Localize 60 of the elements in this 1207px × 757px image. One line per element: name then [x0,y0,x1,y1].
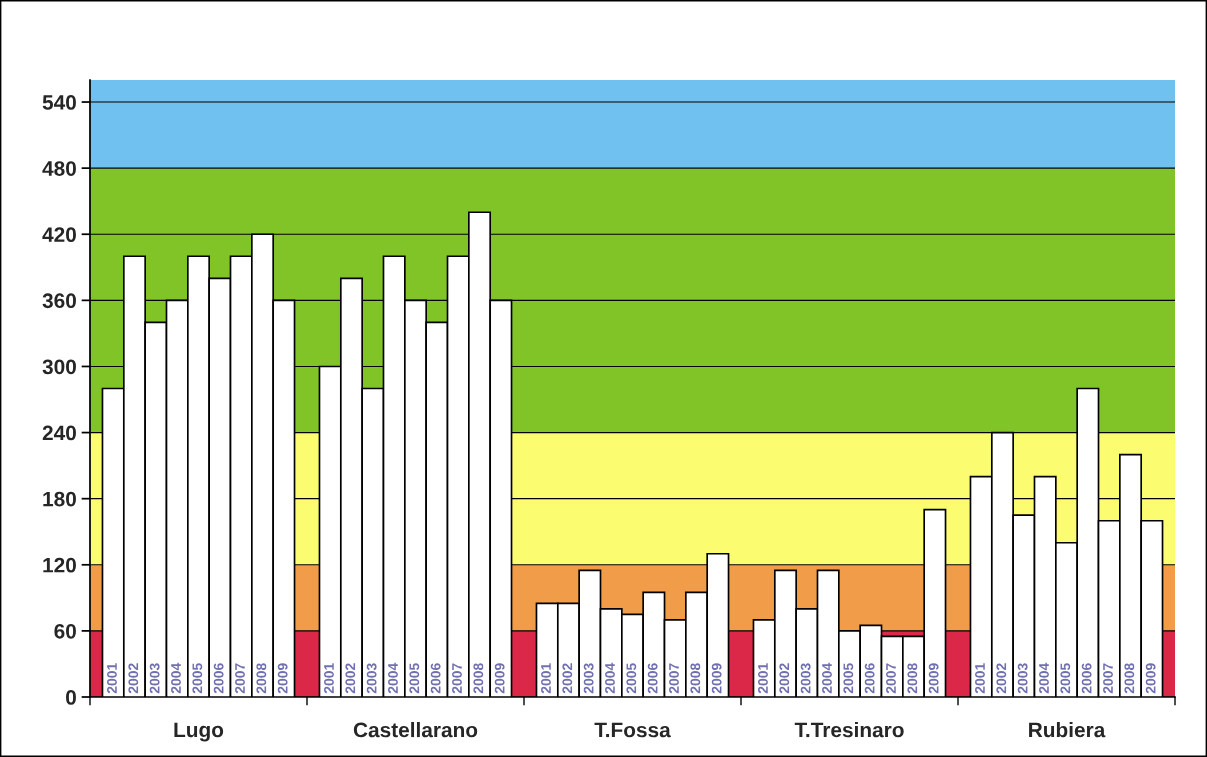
y-tick-label: 180 [43,491,76,507]
series-label: 2001 [107,663,117,694]
text: 2004 [822,662,832,694]
text: 2009 [711,663,722,694]
series-label: 2003 [149,663,160,694]
text: 2008 [473,663,484,694]
y-tick-label: 480 [42,161,76,176]
text: 2004 [388,662,398,694]
series-label: 2008 [256,663,267,694]
text: 2001 [541,663,551,694]
text: 2007 [452,663,462,694]
y-tick-label: 540 [42,95,76,110]
text: 2001 [758,663,768,694]
x-tick-label: T.Fossa [594,722,671,738]
y-tick-label: 120 [43,557,76,573]
text: 2002 [562,663,573,694]
text: 2002 [345,663,356,694]
y-tick-label: 420 [42,227,76,242]
series-label: 2006 [213,663,224,694]
text: 2003 [800,663,811,694]
y-tick-label: 0 [66,690,76,705]
text: 2005 [843,663,854,694]
text: 2008 [690,663,701,694]
text: 2006 [1081,663,1092,694]
x-tick-label: Castellarano [353,722,478,738]
text: 2003 [1017,663,1028,694]
text: 2005 [626,663,637,694]
text: 2009 [928,663,939,694]
text: 2009 [1145,663,1156,694]
text: 2006 [864,663,875,694]
text: 2003 [583,663,594,694]
y-tick-label: 240 [42,425,76,441]
series-label: 2002 [128,663,139,694]
y-tick-label: 60 [54,623,76,639]
text: 2004 [1039,662,1049,694]
text: 2008 [907,663,918,694]
y-tick-label: 300 [42,359,76,375]
text: 2005 [409,663,420,694]
text: 2007 [1103,663,1113,694]
text: 2008 [1124,663,1135,694]
x-tick-label: T.Tresinaro [794,722,904,738]
series-label: 2005 [192,663,203,694]
text: 2002 [996,663,1007,694]
series-label: 2007 [235,663,245,694]
y-tick-label: 360 [42,293,76,309]
text: 2001 [975,663,985,694]
x-tick-label: Rubiera [1029,722,1106,738]
text: 2003 [366,663,377,694]
x-tick-label: Lugo [174,722,224,742]
text: 2005 [1060,663,1071,694]
text: 2006 [647,663,658,694]
text: 2007 [886,663,896,694]
text: 2001 [324,663,334,694]
text: 2002 [779,663,790,694]
series-label: 2009 [277,663,288,694]
series-label: 2004 [171,662,181,694]
text: 2006 [430,663,441,694]
text: 2004 [605,662,615,694]
text: 2007 [669,663,679,694]
text: 2009 [494,663,505,694]
